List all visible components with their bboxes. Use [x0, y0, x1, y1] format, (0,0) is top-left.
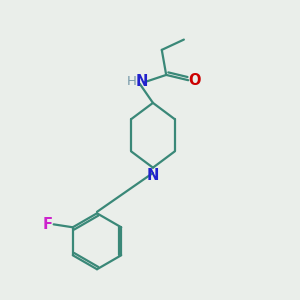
- Text: H: H: [127, 76, 136, 88]
- Text: N: N: [136, 74, 148, 89]
- Text: O: O: [188, 73, 201, 88]
- Text: N: N: [147, 168, 159, 183]
- Text: F: F: [42, 217, 52, 232]
